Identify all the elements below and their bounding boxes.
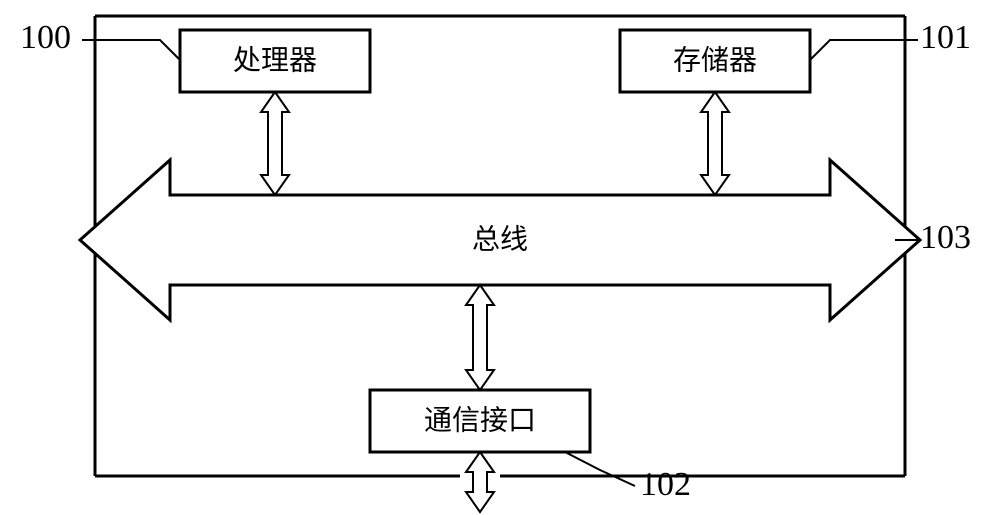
ref-r103-label: 103 xyxy=(920,219,971,256)
processor-box-label: 处理器 xyxy=(233,45,317,77)
ref-r100-label: 100 xyxy=(20,19,71,56)
bus-label: 总线 xyxy=(472,224,528,256)
ref-r102-label: 102 xyxy=(640,466,691,503)
ref-r101-label: 101 xyxy=(920,19,971,56)
comm-box-label: 通信接口 xyxy=(424,405,536,437)
memory-box-label: 存储器 xyxy=(673,45,757,77)
